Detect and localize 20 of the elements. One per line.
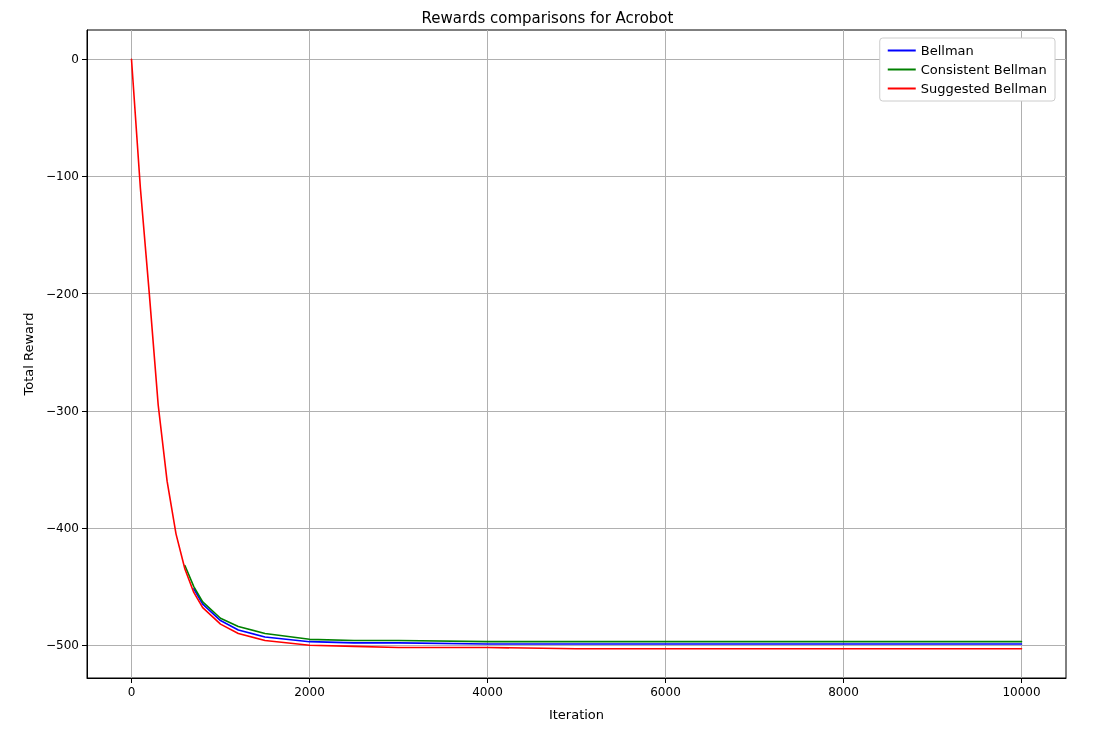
y-tick-label: 0 bbox=[71, 52, 79, 67]
y-axis-title: Total Reward bbox=[21, 312, 37, 397]
chart-title: Rewards comparisons for Acrobot bbox=[421, 8, 674, 27]
x-axis-title: Iteration bbox=[548, 707, 605, 722]
legend-label: Suggested Bellman bbox=[920, 81, 1048, 96]
x-tick-label: 0 bbox=[127, 685, 136, 699]
x-tick-label: 10000 bbox=[1002, 685, 1041, 699]
x-tick-label: 6000 bbox=[650, 685, 681, 699]
x-tick-label: 2000 bbox=[294, 685, 325, 699]
legend-label: Consistent Bellman bbox=[920, 62, 1047, 77]
legend-label: Bellman bbox=[920, 43, 974, 58]
y-tick-label: −500 bbox=[46, 638, 79, 653]
line-series bbox=[193, 588, 1023, 645]
line-series bbox=[184, 564, 1023, 643]
x-tick-label: 8000 bbox=[828, 685, 859, 699]
y-tick-label: −200 bbox=[46, 286, 79, 301]
y-tick-label: −100 bbox=[46, 169, 79, 184]
y-tick-label: −400 bbox=[46, 521, 79, 536]
y-tick-label: −300 bbox=[46, 403, 79, 418]
x-tick-label: 4000 bbox=[472, 685, 503, 699]
